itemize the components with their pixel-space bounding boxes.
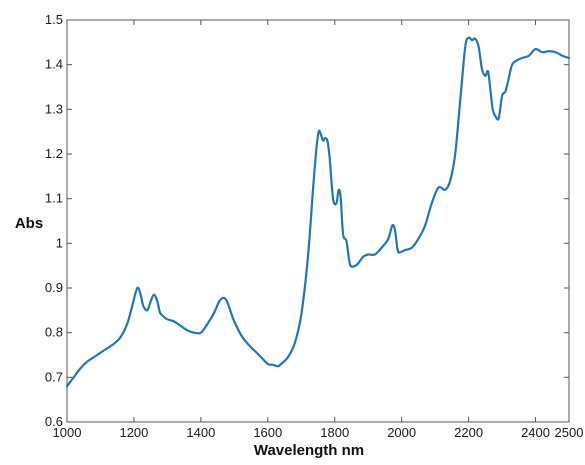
x-tick-label: 2400 (521, 425, 550, 440)
absorbance-line (65, 36, 571, 388)
x-axis-ticks: 1000 1200 1400 1600 1800 2000 2200 2400 2500 (53, 20, 584, 440)
y-axis-ticks: 0.6 0.7 0.8 0.9 1 1.1 1.2 1.3 1.4 1.5 (45, 12, 569, 429)
x-tick-label: 2000 (387, 425, 416, 440)
y-tick-label: 1.5 (45, 12, 63, 27)
y-tick-label: 1.4 (45, 57, 63, 72)
y-tick-label: 1.1 (45, 191, 63, 206)
y-axis-title: Abs (15, 215, 43, 232)
y-tick-label: 0.9 (45, 280, 63, 295)
plot-frame (66, 19, 570, 423)
y-tick-label: 0.6 (45, 414, 63, 429)
y-tick-label: 0.8 (45, 325, 63, 340)
y-tick-label: 1 (56, 235, 63, 250)
y-tick-label: 0.7 (45, 369, 63, 384)
x-tick-label: 2500 (555, 425, 584, 440)
x-tick-label: 1200 (119, 425, 148, 440)
y-tick-label: 1.3 (45, 101, 63, 116)
y-tick-label: 1.2 (45, 146, 63, 161)
x-tick-label: 1000 (53, 425, 82, 440)
x-tick-label: 1800 (320, 425, 349, 440)
x-axis-title: Wavelength nm (254, 442, 364, 459)
x-tick-label: 1400 (186, 425, 215, 440)
x-tick-label: 2200 (454, 425, 483, 440)
x-tick-label: 1600 (253, 425, 282, 440)
